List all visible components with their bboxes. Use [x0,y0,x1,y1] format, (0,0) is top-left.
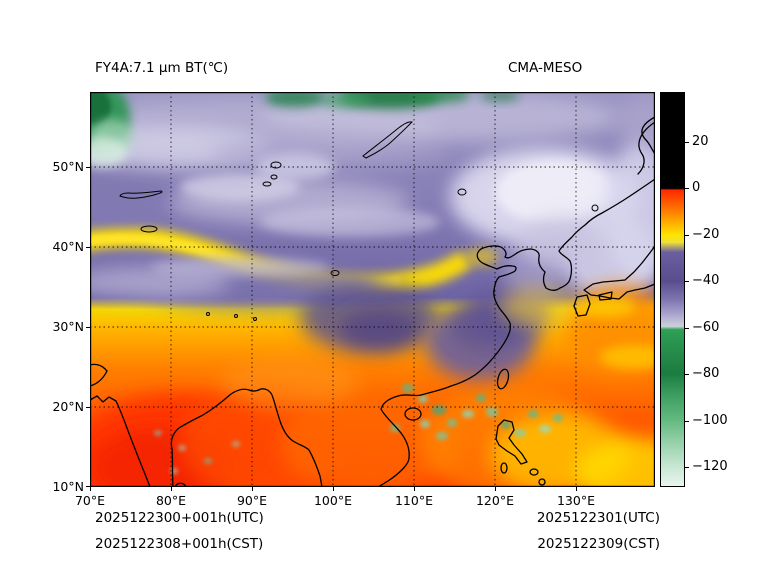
x-tick-label: 120°E [475,493,514,508]
x-tick-label: 130°E [556,493,595,508]
y-tick-label: 20°N [52,399,84,414]
x-tick-label: 100°E [313,493,352,508]
y-tick-label: 40°N [52,239,84,254]
plot-title-right: CMA-MESO [508,60,583,76]
colorbar-tick-label: −80 [692,366,720,381]
x-tick-label: 90°E [236,493,268,508]
bt-raster-map [89,92,656,488]
color-field [90,92,655,487]
valid-time-cst: 2025122308+001h(CST) [95,536,264,552]
plot-title-left: FY4A:7.1 μm BT(℃) [95,60,229,76]
colorbar-tick-label: −60 [692,320,720,335]
colorbar-tick-label: −40 [692,273,720,288]
valid-time-utc: 2025122300+001h(UTC) [95,510,264,526]
obs-time-cst: 2025122309(CST) [537,536,660,552]
colorbar [660,92,685,487]
map-plot [89,92,656,488]
y-tick-label: 30°N [52,319,84,334]
x-tick-label: 110°E [394,493,433,508]
x-tick-label: 80°E [155,493,187,508]
colorbar-tick-label: −100 [692,413,728,428]
plot-border [90,92,655,487]
colorbar-tick-label: 20 [692,134,709,149]
obs-time-utc: 2025122301(UTC) [536,510,660,526]
colorbar-tick-label: 0 [692,180,701,195]
coastlines [89,116,656,488]
y-tick-label: 50°N [52,159,84,174]
colorbar-tick-label: −120 [692,459,728,474]
lake-outlines [119,121,599,321]
y-tick-label: 10°N [52,479,84,494]
colorbar-tick-label: −20 [692,227,720,242]
graticule-gridlines [90,92,655,487]
x-tick-label: 70°E [74,493,106,508]
